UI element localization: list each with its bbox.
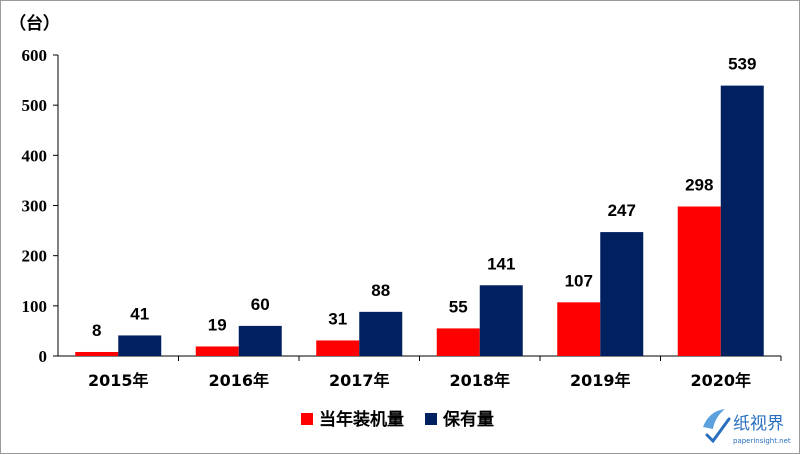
data-label: 19 [208,315,227,334]
bar-annual-installs [316,340,360,356]
watermark-url: paperinsight.net [733,437,791,445]
watermark-logo: 纸视界 paperinsight.net [697,401,793,449]
y-axis-unit-label: （台） [9,13,60,34]
checkmark-icon [703,409,731,444]
x-category-label: 2018年 [449,371,510,390]
data-label: 55 [449,297,468,316]
x-category-label: 2019年 [570,371,631,390]
y-tick-label: 200 [22,247,48,266]
bars-group: 8 41 19 60 31 88 55 141 107 247 298 539 [75,55,764,356]
y-tick-label: 0 [39,347,48,366]
bar-total-holdings [720,85,764,356]
y-tick-label: 400 [22,146,48,165]
data-label: 8 [92,321,101,340]
bar-total-holdings [238,325,282,356]
bar-annual-installs [75,351,119,356]
legend-swatch [425,413,437,425]
data-label: 247 [608,201,636,220]
data-label: 107 [565,271,593,290]
x-category-label: 2017年 [329,371,390,390]
y-tick-label: 300 [22,197,48,216]
x-axis-categories: 2015年 2016年 2017年 2018年 2019年 2020年 [88,356,782,390]
bar-total-holdings [359,311,403,356]
data-label: 298 [685,176,713,195]
data-label: 88 [371,281,390,300]
bar-annual-installs [436,328,480,356]
bar-annual-installs [195,346,239,356]
data-label: 539 [728,55,756,74]
x-category-label: 2020年 [690,371,751,390]
bar-annual-installs [557,302,601,356]
data-label: 41 [130,304,149,323]
data-label: 31 [328,309,347,328]
y-tick-label: 100 [22,297,48,316]
data-label: 60 [251,295,270,314]
legend: 当年装机量 保有量 [301,409,494,430]
y-tick-label: 600 [22,46,48,65]
bar-total-holdings [118,335,162,356]
x-category-label: 2015年 [88,371,149,390]
legend-label: 保有量 [442,409,494,430]
x-category-label: 2016年 [208,371,269,390]
watermark-text: 纸视界 [733,414,784,434]
data-label: 141 [487,254,515,273]
bar-total-holdings [600,232,644,356]
y-axis-ticks: 0 100 200 300 400 500 600 [22,46,58,366]
y-tick-label: 500 [22,96,48,115]
legend-label: 当年装机量 [319,409,404,430]
bar-total-holdings [479,285,523,356]
bar-annual-installs [677,206,721,356]
legend-swatch [301,413,313,425]
